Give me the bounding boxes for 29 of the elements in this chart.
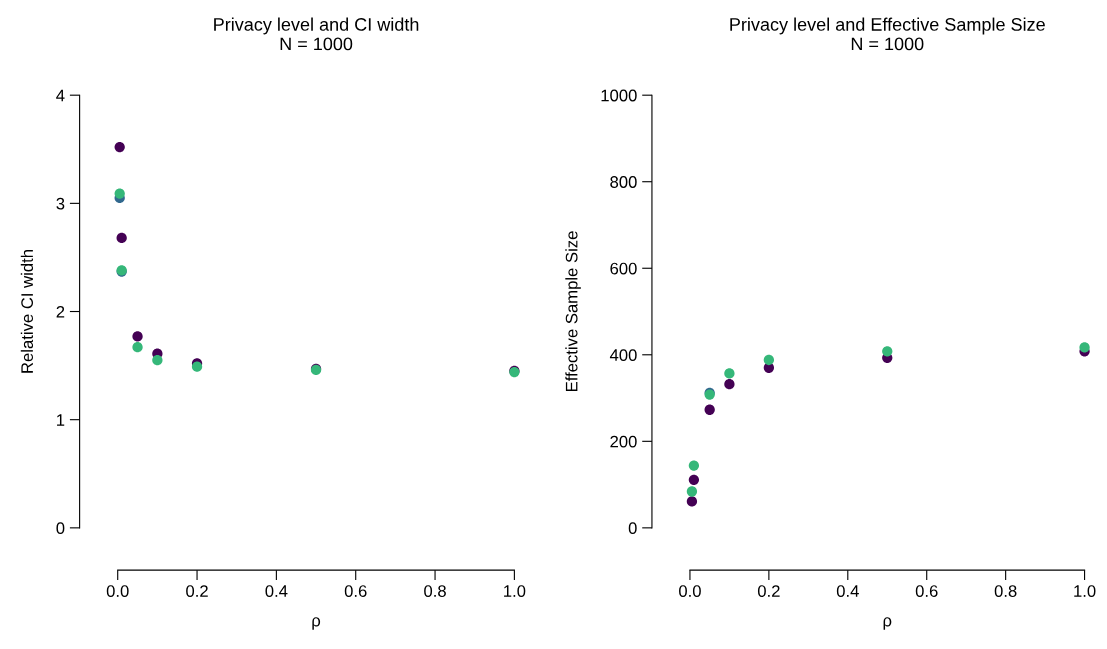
y-tick-label: 1000	[601, 89, 637, 102]
x-tick-label: 0.6	[915, 585, 938, 597]
y-axis-title: Effective Sample Size	[565, 231, 581, 392]
x-axis-title: ρ	[883, 617, 892, 630]
y-tick-label: 0	[56, 522, 65, 535]
y-tick-label: 400	[609, 349, 637, 361]
x-tick-label: 0.8	[994, 585, 1017, 597]
y-tick-label: 4	[56, 89, 65, 102]
x-tick-label: 0.4	[265, 585, 288, 597]
y-tick-label: 800	[610, 176, 637, 188]
y-tick-label: 0	[628, 522, 637, 535]
chart-title: Privacy level and CI width N = 1000	[214, 17, 419, 51]
y-tick-label: 1	[57, 414, 65, 426]
x-tick-label: 0.4	[836, 585, 859, 597]
y-tick-label: 200	[610, 435, 637, 448]
y-tick-label: 600	[610, 262, 637, 275]
x-axis-title: ρ	[312, 617, 321, 630]
x-tick-label: 0.0	[106, 585, 129, 597]
x-tick-label: 0.2	[186, 585, 208, 597]
x-tick-label: 0.6	[344, 585, 367, 597]
chart-title: Privacy level and Effective Sample Size N = 1000	[730, 17, 1045, 51]
y-tick-label: 2	[56, 305, 65, 318]
y-axis-title: Relative CI width	[20, 250, 34, 373]
x-tick-label: 1.0	[1074, 585, 1096, 597]
x-tick-label: 1.0	[504, 585, 526, 597]
x-tick-label: 0.2	[757, 585, 780, 597]
y-tick-label: 3	[56, 197, 65, 210]
x-tick-label: 0.0	[679, 585, 701, 597]
x-tick-label: 0.8	[424, 585, 446, 597]
